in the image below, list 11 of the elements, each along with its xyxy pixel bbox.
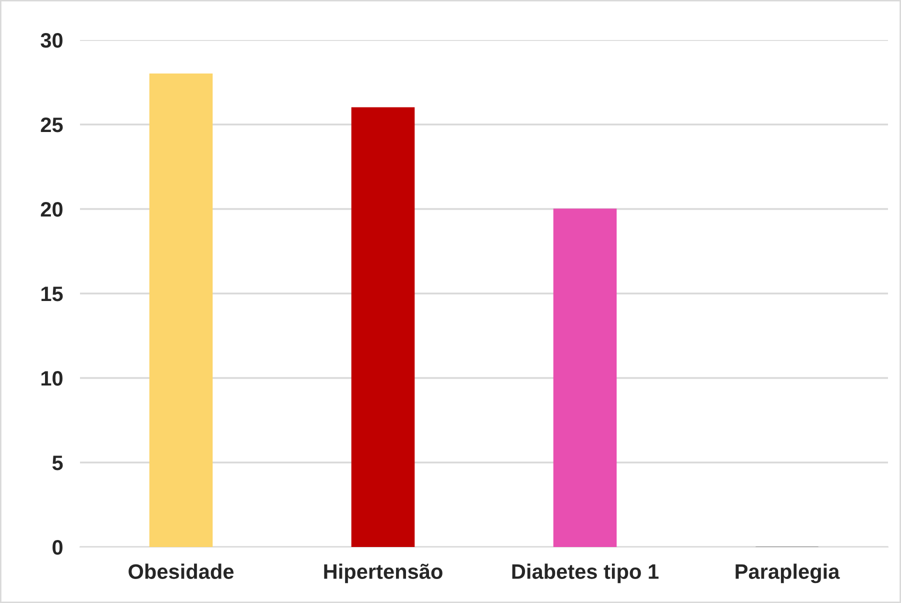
y-tick-label: 30: [40, 33, 62, 48]
y-tick-label: 20: [40, 202, 62, 217]
x-tick-label: Paraplegia: [736, 564, 840, 584]
y-tick-label: 10: [41, 371, 62, 386]
x-tick-label: Diabetes tipo 1: [512, 564, 659, 584]
y-tick-label: 0: [52, 540, 62, 555]
x-tick-label: Obesidade: [128, 564, 234, 579]
y-tick-label: 5: [52, 456, 63, 470]
y-tick-label: 15: [41, 286, 63, 302]
y-tick-label: 25: [40, 118, 63, 132]
x-tick-label: Hipertensão: [324, 564, 442, 584]
